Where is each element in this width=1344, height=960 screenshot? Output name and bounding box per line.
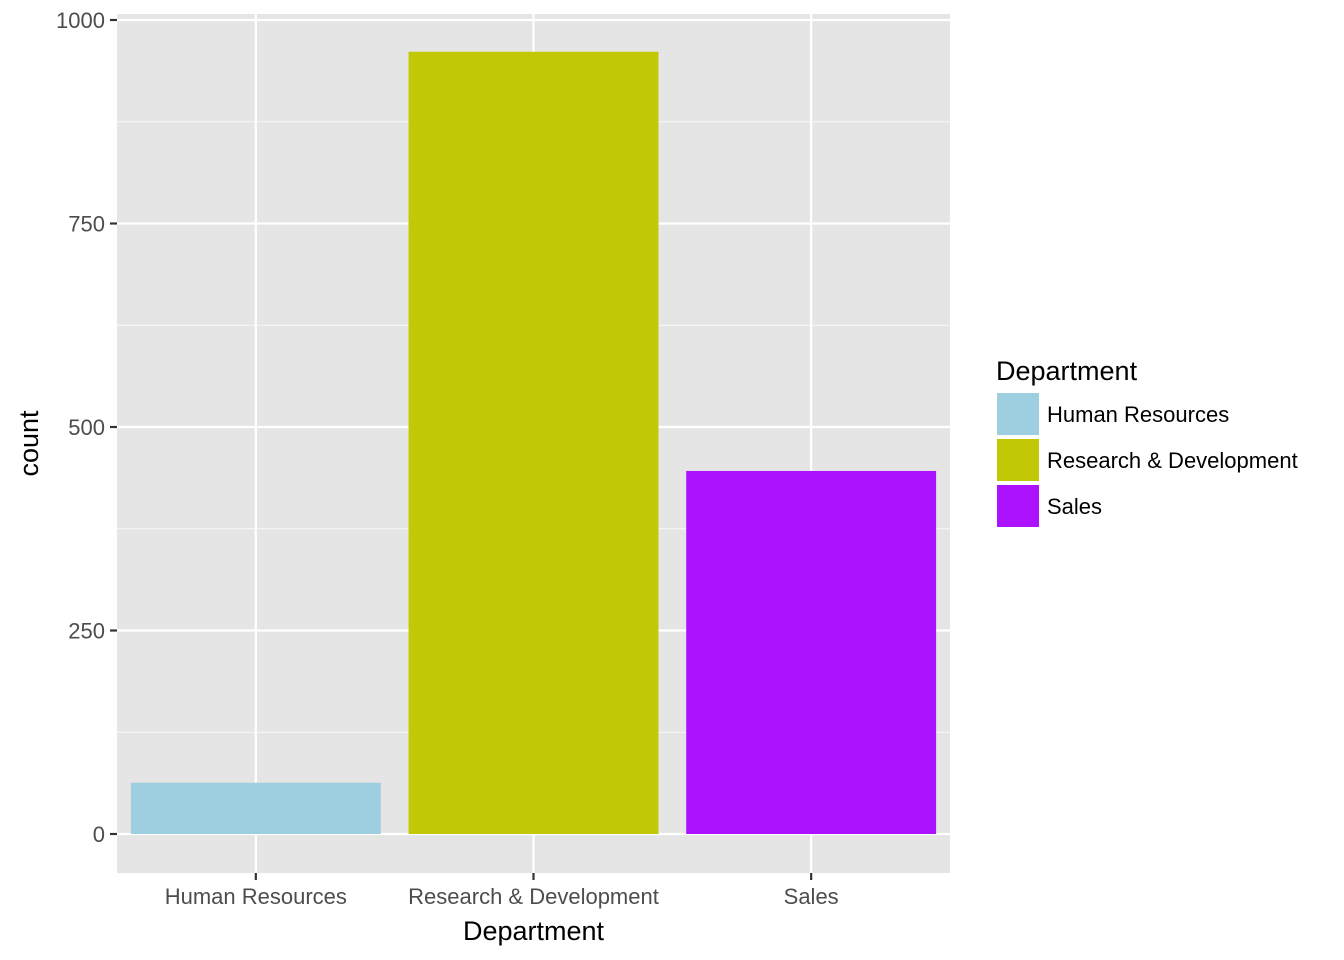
x-tick-label: Research & Development	[408, 884, 659, 909]
legend-swatch	[997, 485, 1039, 527]
y-axis: 0 250 500 750 1000	[56, 8, 117, 847]
x-axis-title: Department	[463, 916, 605, 946]
bar	[130, 782, 381, 834]
legend: Department Human Resources Research & Dev…	[996, 356, 1298, 527]
legend-swatch	[997, 393, 1039, 435]
y-tick-label: 0	[93, 822, 105, 847]
bar	[686, 470, 937, 834]
x-axis: Human Resources Research & Development Sal…	[165, 873, 839, 909]
y-tick-label: 750	[68, 212, 105, 237]
y-tick-label: 1000	[56, 8, 105, 33]
bar	[408, 51, 659, 835]
x-tick-label: Human Resources	[165, 884, 347, 909]
x-tick-label: Sales	[784, 884, 839, 909]
legend-title: Department	[996, 356, 1138, 386]
y-tick-label: 500	[68, 415, 105, 440]
y-axis-title: count	[14, 410, 44, 477]
bars	[130, 51, 937, 835]
legend-label: Human Resources	[1047, 402, 1229, 427]
legend-label: Research & Development	[1047, 448, 1298, 473]
legend-label: Sales	[1047, 494, 1102, 519]
y-tick-label: 250	[68, 619, 105, 644]
legend-items: Human Resources Research & Development Sal…	[997, 393, 1298, 527]
legend-swatch	[997, 439, 1039, 481]
